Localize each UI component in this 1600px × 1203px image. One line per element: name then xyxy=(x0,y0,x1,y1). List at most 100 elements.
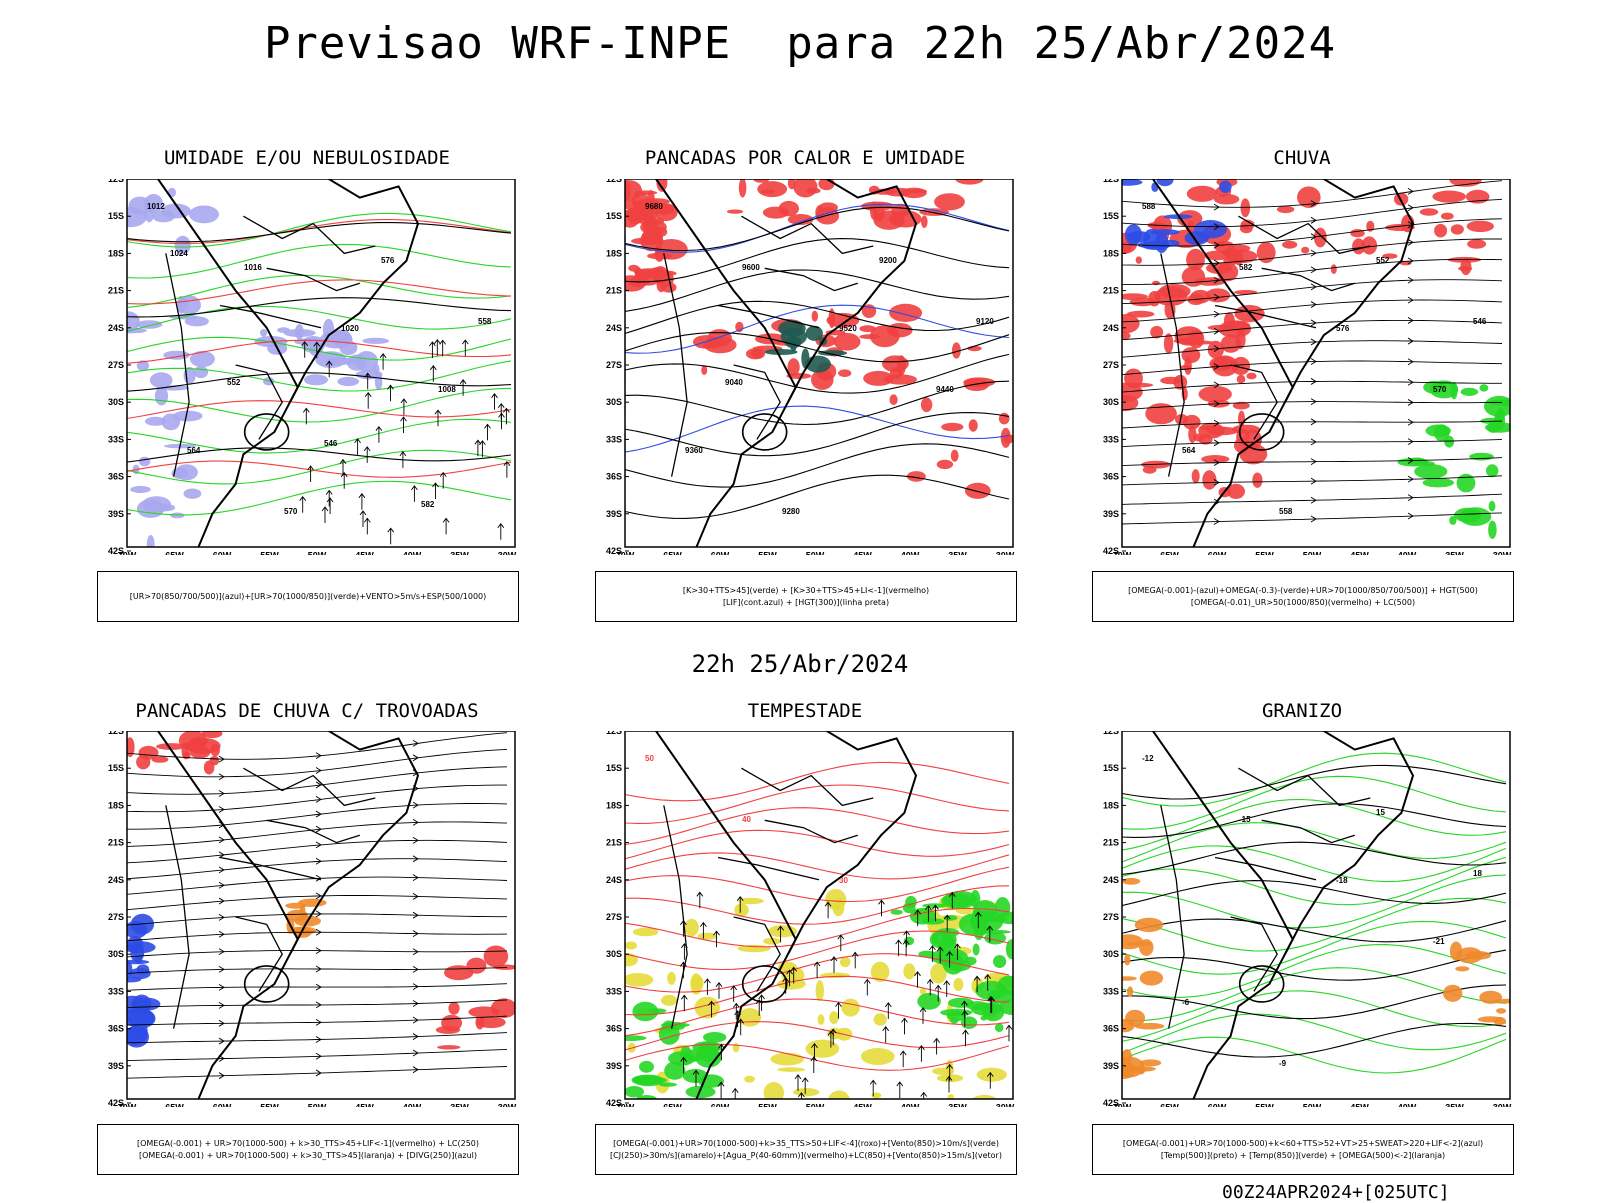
lon-tick-label: 65W xyxy=(165,1102,184,1107)
map-content: 588 582 576 570 564 558 552 546 xyxy=(1122,179,1510,547)
hgt300-contour xyxy=(625,269,1010,312)
rain-red-area xyxy=(1135,256,1142,264)
rain-red-area xyxy=(1449,179,1482,187)
lat-tick-label: 33S xyxy=(606,434,622,444)
rain-red-area xyxy=(1232,401,1250,410)
wind-vector xyxy=(903,930,910,948)
omega-orange-area xyxy=(1443,984,1463,1002)
wind-green-area xyxy=(931,932,939,945)
rain-red-area xyxy=(1252,472,1263,488)
jet-yellow-area xyxy=(873,1013,887,1026)
humidity-blue-area xyxy=(263,377,275,386)
state-border xyxy=(1214,856,1317,881)
lat-tick-label: 18S xyxy=(108,248,124,258)
stream-arrowhead xyxy=(1310,458,1317,466)
heat-red-area xyxy=(955,179,984,185)
wind-arrow xyxy=(429,365,437,382)
stream-arrowhead xyxy=(218,773,225,781)
wind-green-area xyxy=(964,956,977,966)
temp500-black-contour xyxy=(1122,803,1507,838)
stream-arrowhead xyxy=(1213,259,1220,267)
stream-arrowhead xyxy=(218,1001,225,1009)
wind-arrow xyxy=(325,360,333,378)
lat-tick-label: 21S xyxy=(1103,286,1119,296)
wind-arrow xyxy=(358,493,366,510)
stream-arrowhead xyxy=(218,948,225,956)
wind-green-area xyxy=(941,893,972,909)
wind-vector xyxy=(732,1002,740,1020)
precipitable-water-contour xyxy=(625,885,1010,925)
stream-arrowhead xyxy=(412,874,419,881)
rain-green-area xyxy=(1449,515,1457,525)
contour-label: 564 xyxy=(187,446,201,455)
stream-arrowhead xyxy=(1407,512,1414,520)
lat-tick-label: 33S xyxy=(1103,986,1119,996)
omega-orange-area xyxy=(1122,976,1137,981)
stream-arrowhead xyxy=(1213,459,1220,467)
stream-arrowhead xyxy=(1213,276,1220,284)
wind-arrow xyxy=(359,510,367,527)
stream-arrowhead xyxy=(412,740,419,747)
wind-vector xyxy=(933,1037,940,1055)
rain-green-area xyxy=(1450,382,1458,400)
stream-arrowhead xyxy=(315,1018,322,1026)
rain-red-area xyxy=(1183,414,1201,430)
lat-tick-label: 15S xyxy=(108,763,124,773)
heat-red-area xyxy=(859,325,876,333)
stream-arrowhead xyxy=(218,1037,225,1045)
contour-label: 570 xyxy=(284,507,298,516)
panel-title-trovoadas: PANCADAS DE CHUVA C/ TROVOADAS xyxy=(135,700,479,722)
legend-granizo: [OMEGA(-0.001)+UR>70(1000-500)+k<60+TTS>… xyxy=(1092,1124,1514,1175)
wind-arrow xyxy=(375,425,383,443)
humidity-blue-area xyxy=(177,296,186,314)
wind-vector xyxy=(901,1017,908,1035)
rain-red-area xyxy=(1201,455,1230,464)
streamline-250 xyxy=(127,950,508,959)
wind-green-area xyxy=(680,1045,692,1066)
streamline-250 xyxy=(127,732,508,760)
stream-arrowhead xyxy=(315,857,322,865)
lat-tick-label: 42S xyxy=(606,1098,622,1107)
lon-tick-label: 40W xyxy=(1398,1102,1417,1107)
jet-yellow-area xyxy=(828,1090,850,1099)
state-border xyxy=(165,253,190,477)
streamline-500 xyxy=(1122,420,1503,430)
wind-arrow xyxy=(434,409,442,427)
contour-label: 558 xyxy=(478,317,492,326)
stream-arrowhead xyxy=(1310,216,1317,224)
stream-arrowhead xyxy=(412,948,419,956)
contour-label: 9360 xyxy=(685,446,703,455)
omega-orange-area xyxy=(1125,941,1153,946)
thickness-red-contour xyxy=(127,279,512,305)
wind-vector xyxy=(730,985,738,1002)
heat-red-area xyxy=(863,370,894,386)
wind-vector xyxy=(680,994,688,1012)
jet-yellow-area xyxy=(777,1067,806,1072)
wind-green-area xyxy=(658,1023,680,1045)
wind-green-area xyxy=(633,1074,664,1087)
humidity-blue-area xyxy=(184,316,209,327)
contour-label: -6 xyxy=(1182,998,1190,1007)
wind-arrow xyxy=(302,407,310,425)
stream-arrowhead xyxy=(315,892,322,900)
humidity-green-contour xyxy=(127,305,512,332)
rain-red-area xyxy=(1122,331,1131,340)
uruguay-outline xyxy=(741,413,788,451)
wind-vector xyxy=(954,943,961,961)
streamline-250 xyxy=(127,766,508,795)
map-svg: 588 582 576 570 564 558 552 546 12S 15S 18S 21S 24S 2… xyxy=(1103,179,1512,555)
storm-red-area xyxy=(138,745,159,760)
streamline-250 xyxy=(127,895,508,911)
lon-tick-label: 40W xyxy=(1398,550,1417,555)
lat-tick-label: 39S xyxy=(606,1061,622,1071)
legend-pancadas-calor-line-2: [LIF](cont.azul) + [HGT(300)](linha pret… xyxy=(722,597,890,607)
wind-arrow xyxy=(340,472,348,489)
temp850-green-contour xyxy=(1122,1013,1507,1054)
humidity-blue-area xyxy=(189,350,215,368)
rain-green-area xyxy=(1488,520,1497,539)
lat-tick-label: 39S xyxy=(1103,509,1119,519)
storm-red-area xyxy=(441,1014,463,1032)
lon-tick-label: 35W xyxy=(948,1102,967,1107)
rain-red-area xyxy=(1158,284,1191,299)
lon-tick-label: 45W xyxy=(1350,1102,1369,1107)
